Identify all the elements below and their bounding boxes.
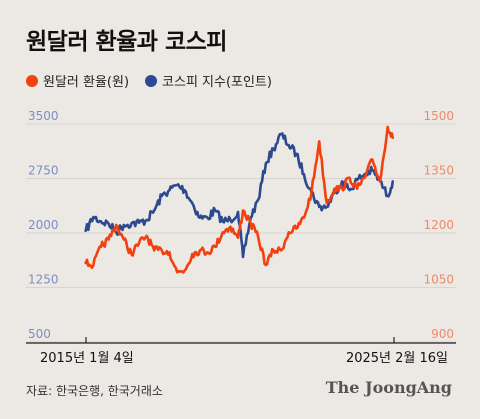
right-tick-label: 1350	[423, 164, 454, 178]
left-tick-label: 2000	[28, 218, 59, 232]
source-note: 자료: 한국은행, 한국거래소	[26, 384, 163, 398]
brand-logo: The JoongAng	[325, 378, 452, 397]
right-tick-label: 1050	[423, 273, 454, 287]
right-tick-label: 1500	[423, 109, 454, 123]
legend-label-exchange-rate: 원달러 환율(원)	[43, 75, 130, 90]
left-tick-label: 500	[28, 327, 51, 341]
chart-title: 원달러 환율과 코스피	[26, 29, 227, 55]
x-start-label: 2015년 1월 4일	[40, 351, 134, 366]
legend-item-exchange-rate: 원달러 환율(원)	[26, 71, 129, 90]
right-tick-label: 900	[431, 327, 454, 341]
legend: 원달러 환율(원) 코스피 지수(포인트)	[26, 71, 288, 90]
kospi-series-line	[84, 132, 394, 259]
legend-item-kospi: 코스피 지수(포인트)	[145, 71, 272, 90]
x-end-label: 2025년 2월 16일	[346, 351, 448, 366]
exchange-rate-series-line	[84, 125, 394, 274]
left-tick-label: 1250	[28, 273, 59, 287]
legend-label-kospi: 코스피 지수(포인트)	[162, 75, 273, 90]
legend-swatch-exchange-rate	[26, 74, 38, 87]
right-tick-label: 1200	[423, 218, 454, 232]
left-tick-label: 2750	[28, 164, 59, 178]
legend-swatch-kospi	[145, 74, 158, 87]
left-tick-label: 3500	[28, 109, 59, 123]
